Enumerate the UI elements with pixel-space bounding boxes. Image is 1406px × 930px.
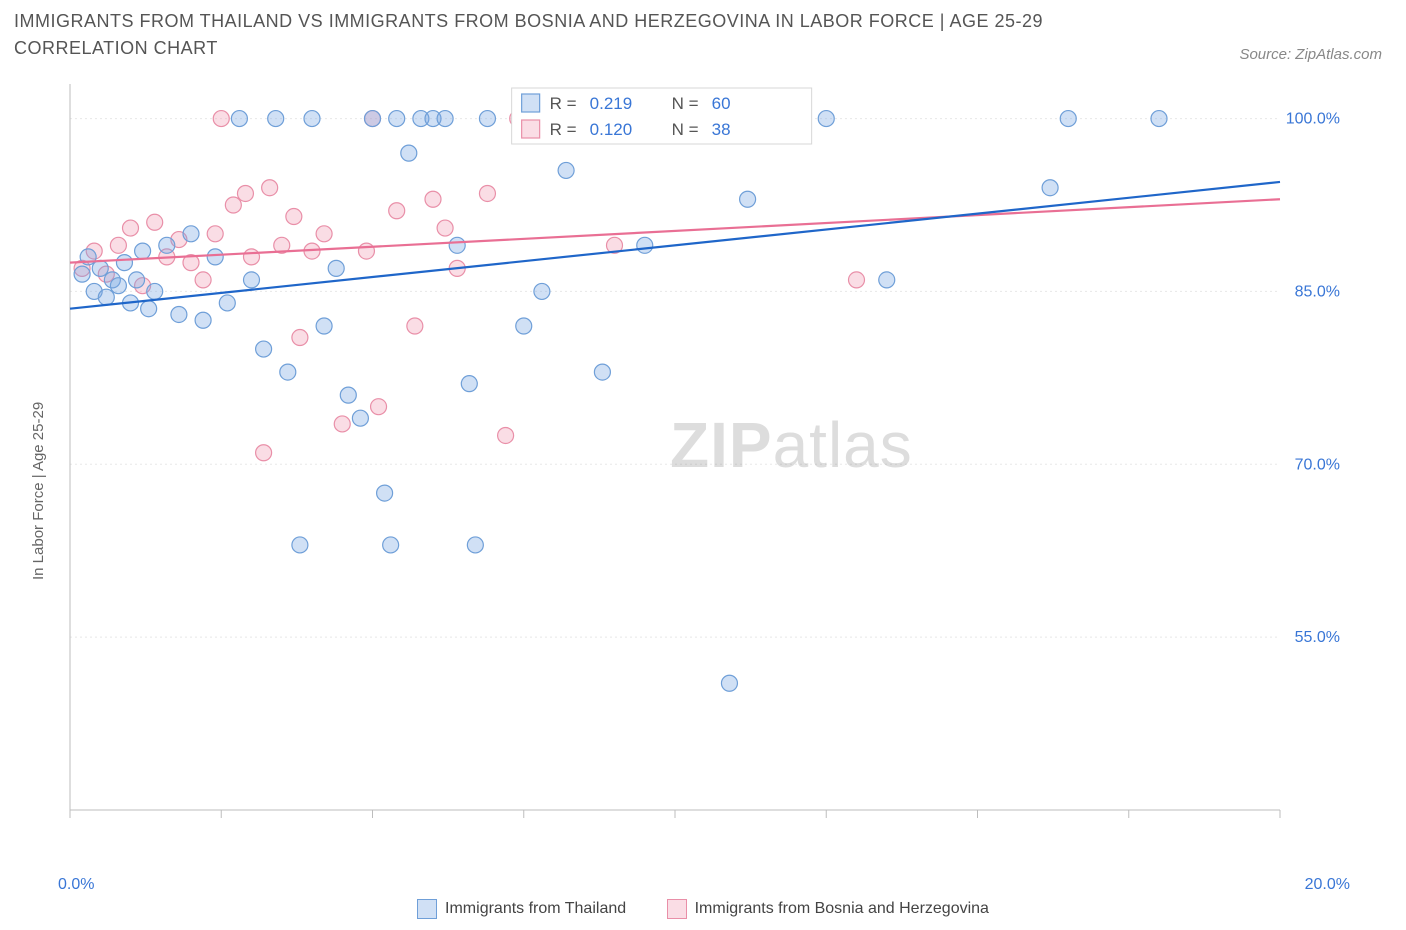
svg-text:38: 38 <box>712 120 731 139</box>
legend-bottom: Immigrants from Thailand Immigrants from… <box>0 899 1406 924</box>
svg-text:R =: R = <box>550 120 577 139</box>
svg-text:0.120: 0.120 <box>590 120 633 139</box>
scatter-plot: 55.0% 70.0% 85.0% 100.0% R = 0.219 N = 60 R = 0.1… <box>60 78 1350 858</box>
legend-label-thailand: Immigrants from Thailand <box>445 900 626 918</box>
legend-item-thailand: Immigrants from Thailand <box>417 899 626 919</box>
y-axis-label: In Labor Force | Age 25-29 <box>30 402 47 580</box>
x-axis-max-label: 20.0% <box>1305 876 1350 894</box>
legend-item-bosnia: Immigrants from Bosnia and Herzegovina <box>667 899 989 919</box>
source-label: Source: ZipAtlas.com <box>1239 46 1382 63</box>
legend-label-bosnia: Immigrants from Bosnia and Herzegovina <box>695 900 989 918</box>
svg-text:60: 60 <box>712 94 731 113</box>
legend-swatch-thailand <box>417 899 437 919</box>
svg-text:85.0%: 85.0% <box>1295 283 1340 300</box>
svg-text:100.0%: 100.0% <box>1286 111 1340 128</box>
svg-text:N =: N = <box>672 120 699 139</box>
x-axis-min-label: 0.0% <box>58 876 94 894</box>
svg-text:70.0%: 70.0% <box>1295 456 1340 473</box>
legend-swatch-bosnia <box>667 899 687 919</box>
svg-text:R =: R = <box>550 94 577 113</box>
chart-title: IMMIGRANTS FROM THAILAND VS IMMIGRANTS F… <box>14 8 1114 62</box>
chart-svg: 55.0% 70.0% 85.0% 100.0% R = 0.219 N = 60 R = 0.1… <box>60 78 1350 858</box>
svg-text:N =: N = <box>672 94 699 113</box>
svg-text:0.219: 0.219 <box>590 94 633 113</box>
svg-text:55.0%: 55.0% <box>1295 629 1340 646</box>
